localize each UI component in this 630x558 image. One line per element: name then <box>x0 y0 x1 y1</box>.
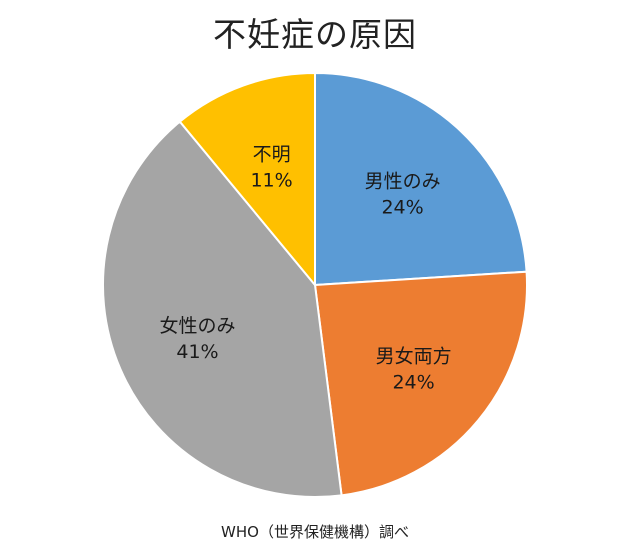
pie-slice-1 <box>313 270 528 497</box>
pie-slice-3 <box>178 71 316 288</box>
slice-category-label-2: 女性のみ <box>159 315 235 337</box>
chart-title: 不妊症の原因 <box>213 15 417 54</box>
pie-slice-0 <box>314 71 528 287</box>
slice-value-label-2: 41% <box>176 341 218 363</box>
slice-category-label-3: 不明 <box>253 144 291 166</box>
slice-value-label-3: 11% <box>250 170 292 192</box>
slice-category-label-1: 男女両方 <box>376 346 452 368</box>
chart-source: WHO（世界保健機構）調べ <box>221 523 409 541</box>
slice-value-label-1: 24% <box>392 372 434 394</box>
pie-slices <box>102 71 528 498</box>
pie-labels: 男性のみ 24% 男女両方 24% 女性のみ 41% 不明 11% <box>159 144 451 394</box>
slice-value-label-0: 24% <box>381 197 423 219</box>
slice-category-label-0: 男性のみ <box>365 171 441 193</box>
pie-slice-2 <box>102 120 343 498</box>
